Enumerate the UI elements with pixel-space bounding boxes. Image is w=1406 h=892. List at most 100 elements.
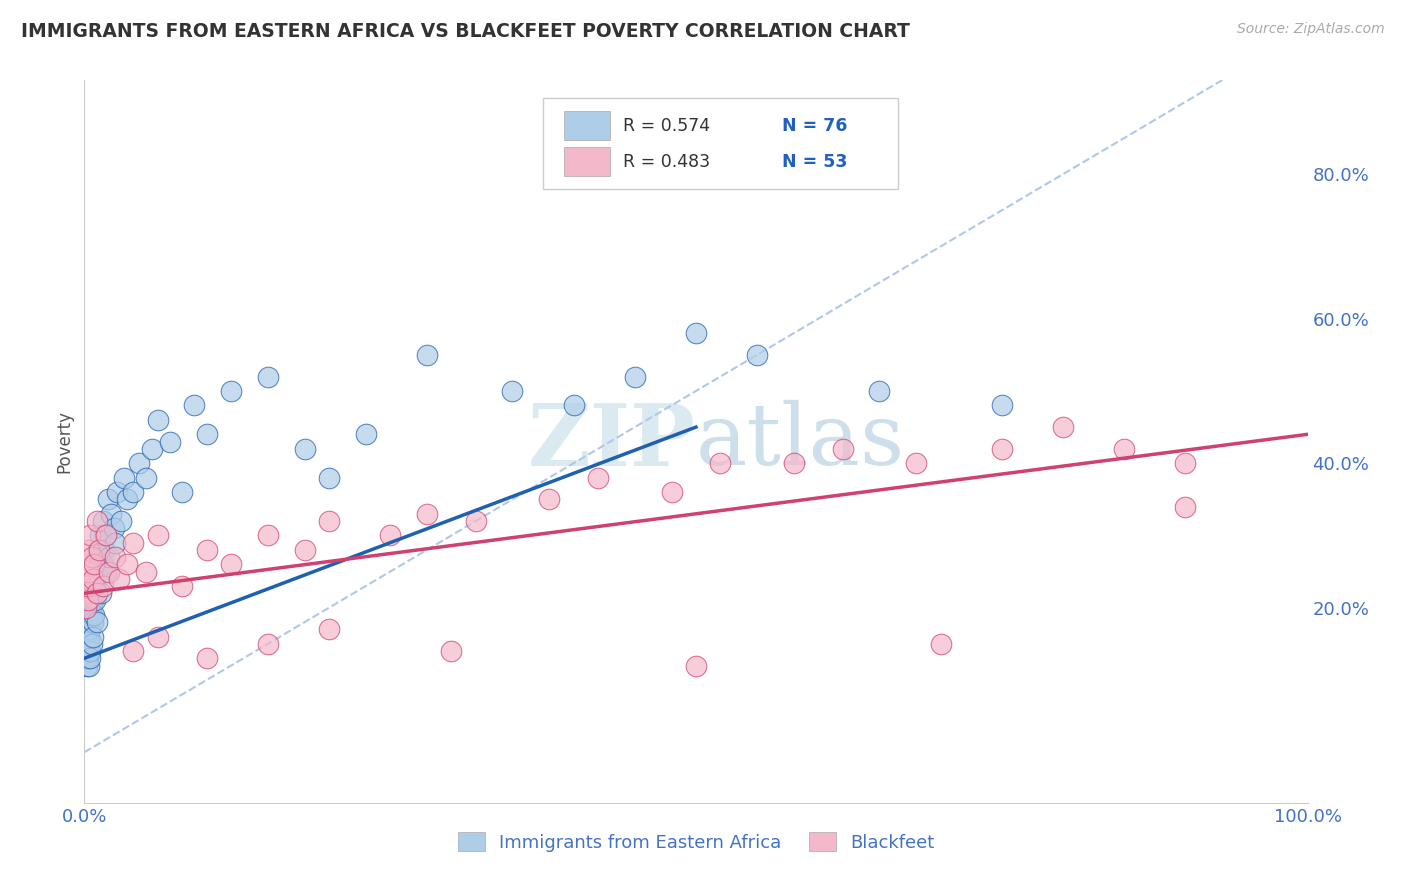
Point <box>76 630 98 644</box>
Bar <box>564 112 610 140</box>
Point <box>122 535 145 549</box>
Point <box>869 384 891 398</box>
Point <box>77 651 100 665</box>
Point <box>709 456 731 470</box>
Point <box>91 579 114 593</box>
Point <box>104 550 127 565</box>
Point <box>76 572 98 586</box>
Point <box>82 615 104 630</box>
Point <box>257 637 280 651</box>
Point <box>86 514 108 528</box>
Point <box>75 600 97 615</box>
Point <box>96 565 118 579</box>
Point <box>86 586 108 600</box>
Text: ZIP: ZIP <box>529 400 696 483</box>
Point <box>75 651 97 665</box>
Point <box>747 348 769 362</box>
Point <box>75 637 97 651</box>
Point <box>79 528 101 542</box>
Point <box>80 550 103 565</box>
Point <box>77 579 100 593</box>
Point <box>380 528 402 542</box>
Point <box>135 565 157 579</box>
Point <box>77 615 100 630</box>
Point <box>87 550 110 565</box>
Point <box>195 651 218 665</box>
Point <box>294 542 316 557</box>
Point <box>86 565 108 579</box>
Point <box>77 630 100 644</box>
Point <box>79 623 101 637</box>
Point <box>685 658 707 673</box>
Point <box>83 607 105 622</box>
Point <box>91 514 114 528</box>
Point <box>91 558 114 572</box>
Point <box>257 528 280 542</box>
Point <box>75 630 97 644</box>
Point <box>128 456 150 470</box>
Point <box>783 456 806 470</box>
Point <box>77 542 100 557</box>
Point <box>77 658 100 673</box>
Point <box>79 600 101 615</box>
Point <box>77 607 100 622</box>
Point <box>86 615 108 630</box>
Point <box>80 586 103 600</box>
Point <box>1174 500 1197 514</box>
Point <box>159 434 181 449</box>
Point <box>135 470 157 484</box>
Point <box>685 326 707 341</box>
Y-axis label: Poverty: Poverty <box>55 410 73 473</box>
Point <box>76 623 98 637</box>
Point <box>97 492 120 507</box>
Point <box>115 558 138 572</box>
Text: R = 0.574: R = 0.574 <box>623 117 710 135</box>
Point <box>318 514 340 528</box>
Point <box>1052 420 1074 434</box>
Point <box>80 607 103 622</box>
Point <box>929 637 952 651</box>
Point <box>141 442 163 456</box>
Point <box>219 384 242 398</box>
FancyBboxPatch shape <box>543 98 898 189</box>
Point <box>82 572 104 586</box>
Point <box>991 398 1014 412</box>
Point <box>112 470 135 484</box>
Point <box>183 398 205 412</box>
Point <box>122 644 145 658</box>
Point <box>586 470 609 484</box>
Point <box>97 550 120 565</box>
Point <box>76 558 98 572</box>
Point <box>991 442 1014 456</box>
Point <box>84 593 107 607</box>
Point <box>440 644 463 658</box>
Point <box>1174 456 1197 470</box>
Point <box>502 384 524 398</box>
Legend: Immigrants from Eastern Africa, Blackfeet: Immigrants from Eastern Africa, Blackfee… <box>450 825 942 859</box>
Point <box>219 558 242 572</box>
Point <box>538 492 561 507</box>
Point <box>195 542 218 557</box>
Point <box>76 658 98 673</box>
Point <box>1114 442 1136 456</box>
Point <box>94 528 117 542</box>
Text: atlas: atlas <box>696 400 905 483</box>
Point <box>110 514 132 528</box>
Point <box>416 348 439 362</box>
Point <box>77 644 100 658</box>
Point <box>104 535 127 549</box>
Point <box>103 521 125 535</box>
Text: R = 0.483: R = 0.483 <box>623 153 710 171</box>
Point <box>96 528 118 542</box>
Point <box>107 572 129 586</box>
Point <box>84 572 107 586</box>
Point <box>146 630 169 644</box>
Point <box>257 369 280 384</box>
Point <box>83 558 105 572</box>
Point <box>354 427 377 442</box>
Point <box>87 542 110 557</box>
Point <box>172 485 194 500</box>
Point <box>77 644 100 658</box>
Point <box>318 470 340 484</box>
Point <box>75 644 97 658</box>
